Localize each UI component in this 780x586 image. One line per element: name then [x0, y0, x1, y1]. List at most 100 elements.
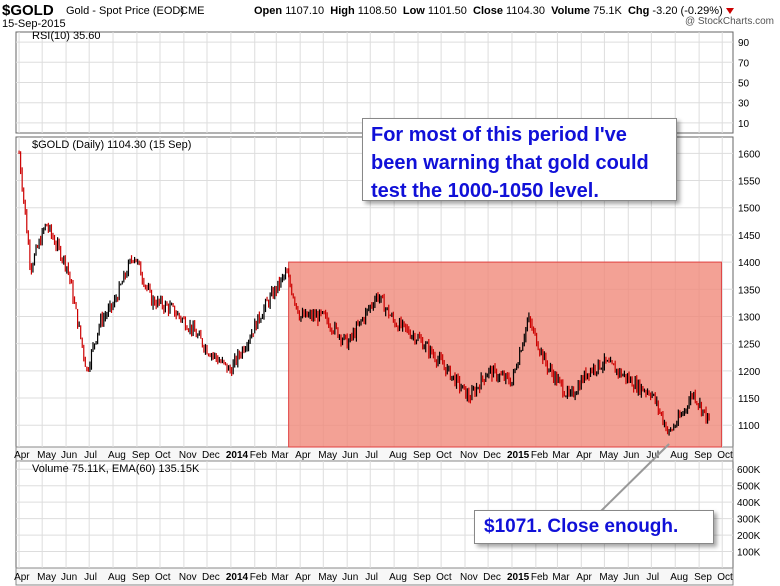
- x-tick-label: Feb: [250, 572, 268, 583]
- volume-tick-label: 200K: [737, 531, 761, 542]
- x-tick-label: 2014: [226, 572, 249, 583]
- price-tick-label: 1100: [738, 421, 760, 432]
- x-tick-label: Feb: [531, 450, 549, 461]
- highlight-rect: [288, 261, 722, 448]
- low-label: Low: [402, 5, 425, 17]
- volume-panel-label: Volume 75.11K, EMA(60) 135.15K: [32, 463, 200, 475]
- x-tick-label: Oct: [155, 450, 171, 461]
- x-tick-label: Oct: [717, 572, 733, 583]
- x-tick-label: Jul: [84, 450, 97, 461]
- x-tick-label: Jun: [61, 572, 77, 583]
- chg-label: Chg: [627, 5, 650, 17]
- x-tick-label: Jul: [365, 450, 378, 461]
- x-tick-label: Mar: [552, 572, 570, 583]
- rsi-tick-label: 10: [738, 119, 750, 130]
- rsi-tick-label: 50: [738, 79, 750, 90]
- x-tick-label: Aug: [389, 572, 407, 583]
- price-tick-label: 1300: [738, 312, 761, 323]
- x-tick-label: Apr: [295, 572, 311, 583]
- x-tick-label: Aug: [108, 450, 126, 461]
- x-tick-label: Jun: [623, 450, 639, 461]
- x-tick-label: Oct: [155, 572, 171, 583]
- open-value: 1107.10: [285, 5, 325, 17]
- price-tick-label: 1350: [738, 285, 761, 296]
- x-tick-label: Apr: [576, 450, 592, 461]
- price-tick-label: 1200: [738, 367, 761, 378]
- x-tick-label: Oct: [436, 450, 452, 461]
- x-tick-label: Aug: [670, 572, 688, 583]
- volume-tick-label: 500K: [737, 482, 761, 493]
- x-tick-label: Jun: [342, 572, 358, 583]
- x-tick-label: Feb: [531, 572, 549, 583]
- price-series: [18, 150, 710, 436]
- x-tick-label: Mar: [271, 450, 289, 461]
- price-tick-label: 1500: [738, 204, 761, 215]
- x-tick-label: Sep: [132, 450, 150, 461]
- volume-value: 75.1K: [593, 5, 622, 17]
- x-tick-label: Dec: [202, 572, 220, 583]
- exchange-label: CME: [180, 5, 205, 17]
- x-tick-label: Nov: [460, 450, 478, 461]
- annotation-warning: For most of this period I've been warnin…: [362, 118, 677, 202]
- callout-pointer-line: [599, 443, 670, 513]
- price-tick-label: 1550: [738, 177, 761, 188]
- x-tick-label: Oct: [717, 450, 733, 461]
- x-tick-label: Aug: [670, 450, 688, 461]
- price-tick-label: 1150: [738, 394, 760, 405]
- x-tick-label: Jun: [623, 572, 639, 583]
- x-tick-label: Feb: [250, 450, 268, 461]
- x-tick-label: May: [599, 572, 618, 583]
- down-triangle-icon: [725, 8, 734, 15]
- date-strip-bottom: [15, 567, 734, 586]
- quote-date: 15-Sep-2015: [2, 18, 66, 30]
- price-tick-label: 1600: [738, 149, 761, 160]
- x-tick-label: Dec: [202, 450, 220, 461]
- x-tick-label: Jul: [84, 572, 97, 583]
- chg-value: -3.20 (-0.29%): [652, 5, 723, 17]
- x-tick-label: Sep: [413, 450, 431, 461]
- high-value: 1108.50: [357, 5, 397, 17]
- high-label: High: [330, 5, 355, 17]
- low-value: 1101.50: [427, 5, 467, 17]
- x-tick-label: May: [318, 572, 337, 583]
- x-tick-label: 2014: [226, 450, 249, 461]
- open-label: Open: [254, 5, 283, 17]
- axis-labels: Apr Apr May May Jun Jun Jul Jul Aug Aug Sep Sep Oct O…: [14, 38, 761, 583]
- x-tick-label: Oct: [436, 572, 452, 583]
- close-value: 1104.30: [506, 5, 545, 17]
- price-tick-label: 1250: [738, 340, 761, 351]
- x-tick-label: Jul: [365, 572, 378, 583]
- x-tick-label: May: [37, 450, 56, 461]
- x-tick-label: Jun: [61, 450, 77, 461]
- x-tick-label: 2015: [507, 572, 530, 583]
- x-tick-label: Dec: [483, 572, 501, 583]
- price-tick-label: 1450: [738, 231, 761, 242]
- rsi-tick-label: 30: [738, 99, 750, 110]
- x-tick-label: Jun: [342, 450, 358, 461]
- x-tick-label: Sep: [413, 572, 431, 583]
- x-tick-label: May: [599, 450, 618, 461]
- x-tick-label: Aug: [108, 572, 126, 583]
- x-tick-label: Jul: [646, 572, 659, 583]
- x-tick-label: Nov: [179, 450, 197, 461]
- x-tick-label: 2015: [507, 450, 530, 461]
- x-tick-label: Apr: [295, 450, 311, 461]
- x-tick-label: May: [318, 450, 337, 461]
- x-tick-label: Apr: [576, 572, 592, 583]
- rsi-panel-label: RSI(10) 35.60: [32, 30, 100, 42]
- volume-tick-label: 100K: [737, 548, 761, 559]
- x-tick-label: Aug: [389, 450, 407, 461]
- x-tick-label: Sep: [132, 572, 150, 583]
- quote-bar: Open 1107.10 High 1108.50 Low 1101.50 Cl…: [254, 5, 734, 17]
- brand-label[interactable]: @ StockCharts.com: [684, 16, 774, 27]
- volume-tick-label: 600K: [737, 465, 761, 476]
- x-tick-label: Mar: [552, 450, 570, 461]
- price-tick-label: 1400: [738, 258, 761, 269]
- x-tick-label: Apr: [14, 572, 30, 583]
- volume-tick-label: 300K: [737, 515, 761, 526]
- volume-tick-label: 400K: [737, 498, 761, 509]
- x-tick-label: Jul: [646, 450, 659, 461]
- rsi-tick-label: 70: [738, 58, 750, 69]
- ticker-description: Gold - Spot Price (EOD): [66, 5, 184, 17]
